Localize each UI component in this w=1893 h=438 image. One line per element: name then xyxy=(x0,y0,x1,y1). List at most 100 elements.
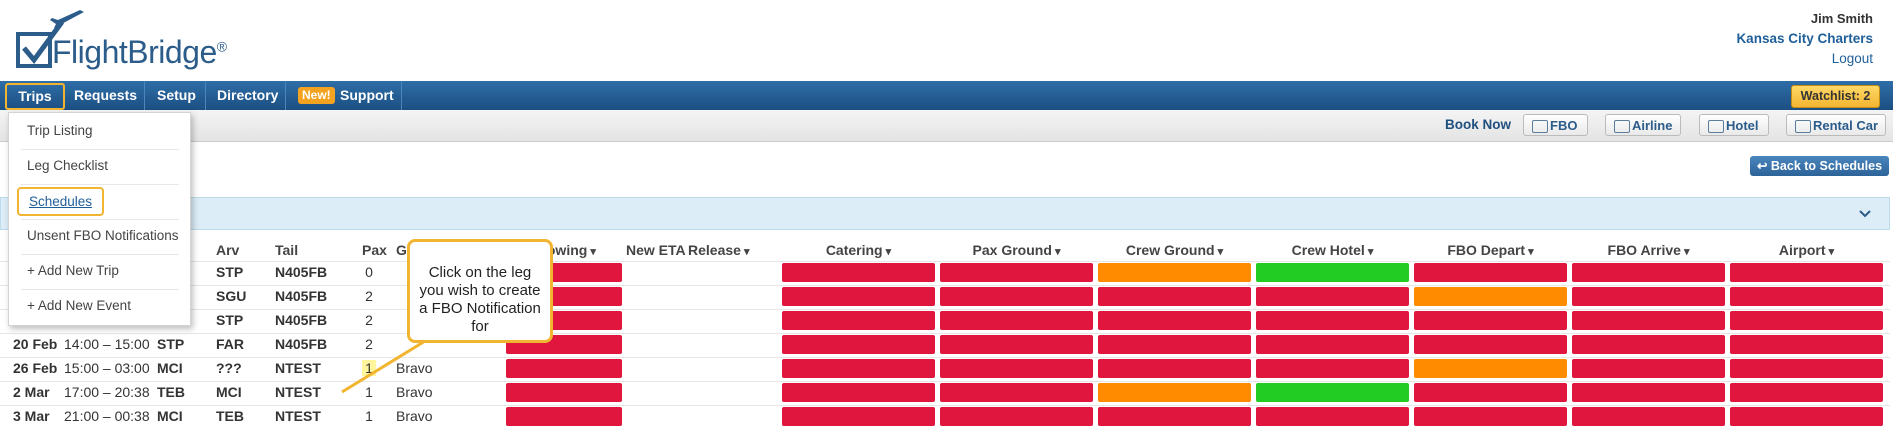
cell-time[interactable]: 14:00 – 15:00 xyxy=(64,336,150,352)
status-cell[interactable] xyxy=(1414,311,1567,330)
cell-pax[interactable]: 2 xyxy=(365,336,373,352)
status-cell[interactable] xyxy=(1098,263,1251,282)
status-cell[interactable] xyxy=(1098,359,1251,378)
status-cell[interactable] xyxy=(1256,311,1409,330)
cell-tail[interactable]: NTEST xyxy=(275,360,321,376)
cell-arv[interactable]: STP xyxy=(216,264,244,280)
status-cell[interactable] xyxy=(1572,287,1725,306)
status-cell[interactable] xyxy=(506,359,622,378)
status-cell[interactable] xyxy=(940,287,1093,306)
book-hotel[interactable]: Hotel xyxy=(1699,114,1769,136)
book-rental-car[interactable]: Rental Car xyxy=(1786,114,1886,136)
cell-tail[interactable]: N405FB xyxy=(275,264,328,280)
cell-tail[interactable]: NTEST xyxy=(275,408,321,424)
cell-tail[interactable]: N405FB xyxy=(275,312,328,328)
status-cell[interactable] xyxy=(1730,311,1883,330)
status-cell[interactable] xyxy=(1256,287,1409,306)
cell-pax[interactable]: 2 xyxy=(365,312,373,328)
cell-tail[interactable]: NTEST xyxy=(275,384,321,400)
cell-tail[interactable]: N405FB xyxy=(275,336,328,352)
status-cell[interactable] xyxy=(1098,311,1251,330)
column-header[interactable]: Crew Hotel xyxy=(1256,242,1409,258)
chevron[interactable] xyxy=(1859,209,1871,219)
cell-pax[interactable]: 2 xyxy=(365,288,373,304)
cell-pax[interactable]: 1 xyxy=(365,384,373,400)
cell-date[interactable]: 26 Feb xyxy=(13,360,58,376)
status-cell[interactable] xyxy=(1730,383,1883,402)
column-header[interactable]: Airport xyxy=(1730,242,1883,258)
status-cell[interactable] xyxy=(782,383,935,402)
status-cell[interactable] xyxy=(1098,335,1251,354)
status-cell[interactable] xyxy=(1730,263,1883,282)
status-cell[interactable] xyxy=(782,287,935,306)
cell-dep[interactable]: TEB xyxy=(157,384,185,400)
nav-trips[interactable]: Trips xyxy=(5,83,65,110)
column-header[interactable]: Pax xyxy=(362,242,387,258)
status-cell[interactable] xyxy=(1572,359,1725,378)
status-cell[interactable] xyxy=(782,359,935,378)
status-cell[interactable] xyxy=(940,263,1093,282)
cell-arv[interactable]: MCI xyxy=(216,384,242,400)
status-cell[interactable] xyxy=(1572,407,1725,426)
status-cell[interactable] xyxy=(506,383,622,402)
nav-setup[interactable]: Setup xyxy=(157,87,196,103)
cell-date[interactable]: 2 Mar xyxy=(13,384,50,400)
column-header[interactable]: Arv xyxy=(216,242,240,258)
status-cell[interactable] xyxy=(1572,383,1725,402)
back-button[interactable]: ↩ Back to Schedules xyxy=(1750,156,1889,176)
status-cell[interactable] xyxy=(1414,383,1567,402)
status-cell[interactable] xyxy=(940,383,1093,402)
status-cell[interactable] xyxy=(1572,335,1725,354)
cell-arv[interactable]: SGU xyxy=(216,288,247,304)
nav-directory[interactable]: Directory xyxy=(217,87,279,103)
menu-item[interactable]: + Add New Trip xyxy=(27,263,119,278)
column-header[interactable]: FBO Arrive xyxy=(1572,242,1725,258)
cell-arv[interactable]: TEB xyxy=(216,408,244,424)
cell-pax[interactable]: 1 xyxy=(365,408,373,424)
status-cell[interactable] xyxy=(1572,311,1725,330)
status-cell[interactable] xyxy=(506,407,622,426)
menu-item[interactable]: Trip Listing xyxy=(27,123,93,138)
status-cell[interactable] xyxy=(940,335,1093,354)
status-cell[interactable] xyxy=(1256,383,1409,402)
watchlist-button[interactable]: Watchlist: 2 xyxy=(1791,85,1880,108)
cell-pax[interactable]: 0 xyxy=(365,264,373,280)
column-header[interactable]: Crew Ground xyxy=(1098,242,1251,258)
column-header[interactable]: Release xyxy=(688,242,750,258)
status-cell[interactable] xyxy=(1098,383,1251,402)
company-name[interactable]: Kansas City Charters xyxy=(1736,31,1873,46)
menu-item[interactable]: Leg Checklist xyxy=(27,158,109,173)
column-header[interactable]: FBO Depart xyxy=(1414,242,1567,258)
column-header[interactable]: Pax Ground xyxy=(940,242,1093,258)
menu-item[interactable]: Schedules xyxy=(17,187,105,216)
status-cell[interactable] xyxy=(1414,335,1567,354)
cell-time[interactable]: 15:00 – 03:00 xyxy=(64,360,150,376)
cell-dep[interactable]: STP xyxy=(157,336,185,352)
nav-support[interactable]: Support xyxy=(340,87,394,103)
status-cell[interactable] xyxy=(1098,407,1251,426)
status-cell[interactable] xyxy=(1414,263,1567,282)
status-cell[interactable] xyxy=(1730,287,1883,306)
status-cell[interactable] xyxy=(940,407,1093,426)
status-cell[interactable] xyxy=(1256,359,1409,378)
cell-date[interactable]: 3 Mar xyxy=(13,408,50,424)
status-cell[interactable] xyxy=(1098,287,1251,306)
status-cell[interactable] xyxy=(1730,335,1883,354)
status-cell[interactable] xyxy=(1256,407,1409,426)
status-cell[interactable] xyxy=(1414,359,1567,378)
cell-time[interactable]: 17:00 – 20:38 xyxy=(64,384,150,400)
status-cell[interactable] xyxy=(782,311,935,330)
cell-group[interactable]: Bravo xyxy=(396,360,433,376)
status-cell[interactable] xyxy=(940,311,1093,330)
column-header[interactable]: G xyxy=(396,242,407,258)
cell-arv[interactable]: ??? xyxy=(216,360,242,376)
status-cell[interactable] xyxy=(782,407,935,426)
book-airline[interactable]: Airline xyxy=(1605,114,1681,136)
status-cell[interactable] xyxy=(782,263,935,282)
status-cell[interactable] xyxy=(1730,407,1883,426)
cell-tail[interactable]: N405FB xyxy=(275,288,328,304)
cell-dep[interactable]: MCI xyxy=(157,408,183,424)
column-header[interactable]: Catering xyxy=(782,242,935,258)
column-header[interactable]: Tail xyxy=(275,242,299,258)
column-header[interactable]: New ETA xyxy=(626,242,686,258)
